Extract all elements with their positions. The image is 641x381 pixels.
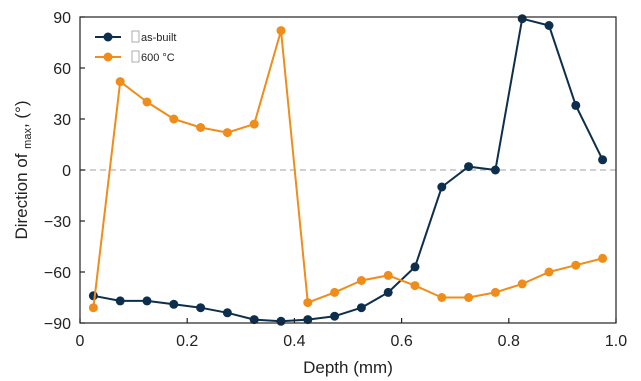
data-point xyxy=(115,77,125,87)
series-line xyxy=(92,29,603,308)
data-point xyxy=(222,128,232,138)
ticks-layer: 0 0.2 0.4 0.6 0.8 1.0 −90 −60 −30 0 30 60 90 xyxy=(44,10,627,350)
data-point xyxy=(169,114,179,124)
legend-symbol-600c xyxy=(131,50,140,63)
x-axis-label: Depth (mm) xyxy=(303,358,393,377)
data-point xyxy=(544,21,554,30)
series-line xyxy=(93,17,604,323)
legend-label-as-built: as-built xyxy=(141,32,176,44)
data-point xyxy=(142,296,152,306)
data-point xyxy=(598,253,608,263)
y-tick-label: −60 xyxy=(44,265,71,282)
data-point xyxy=(464,162,474,172)
data-point xyxy=(356,276,366,285)
y-tick-label: 30 xyxy=(53,112,71,129)
data-point xyxy=(142,97,152,107)
data-point xyxy=(571,260,581,270)
x-tick-label: 0 xyxy=(76,333,85,350)
data-point xyxy=(437,182,447,192)
y-axis-label: Direction of max, (°) xyxy=(12,100,34,239)
legend-symbol-as-built xyxy=(131,30,140,43)
y-tick-label: −30 xyxy=(44,214,71,231)
data-point xyxy=(222,308,232,318)
data-point xyxy=(196,303,206,313)
data-point xyxy=(330,311,340,321)
data-point xyxy=(517,14,527,24)
data-point xyxy=(383,270,393,280)
y-tick-label: −90 xyxy=(44,316,71,333)
x-tick-label: 0.8 xyxy=(498,333,520,350)
x-tick-label: 0.2 xyxy=(176,333,198,350)
series-600c xyxy=(88,26,608,313)
y-tick-label: 0 xyxy=(62,163,71,180)
data-point xyxy=(356,303,366,313)
data-point xyxy=(303,298,313,308)
data-point xyxy=(196,123,206,132)
y-axis-label-subscript: max xyxy=(22,128,34,149)
data-point xyxy=(490,165,500,175)
legend-label-600c: 600 °C xyxy=(141,52,175,64)
y-tick-label: 60 xyxy=(53,61,71,78)
data-point xyxy=(88,303,98,313)
x-tick-label: 1.0 xyxy=(605,333,627,350)
y-tick-label: 90 xyxy=(53,10,71,27)
data-point xyxy=(276,316,286,326)
data-point xyxy=(88,291,98,301)
legend-marker-as-built xyxy=(103,32,113,42)
data-point xyxy=(517,279,527,289)
data-point xyxy=(490,287,500,297)
data-point xyxy=(571,100,581,110)
data-point xyxy=(249,315,259,325)
legend: as-built 600 °C xyxy=(95,30,176,64)
data-point xyxy=(303,315,313,325)
data-point xyxy=(410,262,420,272)
series-as-built xyxy=(88,14,608,326)
data-point xyxy=(276,26,286,36)
data-point xyxy=(410,281,420,291)
data-point xyxy=(544,267,554,277)
data-point xyxy=(464,293,474,302)
x-tick-label: 0.6 xyxy=(390,333,412,350)
data-point xyxy=(383,287,393,297)
y-axis-label-unit: , (°) xyxy=(12,100,31,128)
data-point xyxy=(330,287,340,297)
data-point xyxy=(598,155,608,165)
x-tick-label: 0.4 xyxy=(283,333,305,350)
series-layer xyxy=(88,14,608,326)
data-point xyxy=(437,293,447,302)
y-axis-label-prefix: Direction of xyxy=(12,149,31,240)
data-point xyxy=(249,119,259,129)
data-point xyxy=(115,296,125,306)
legend-marker-600c xyxy=(103,52,113,62)
data-point xyxy=(169,299,179,309)
